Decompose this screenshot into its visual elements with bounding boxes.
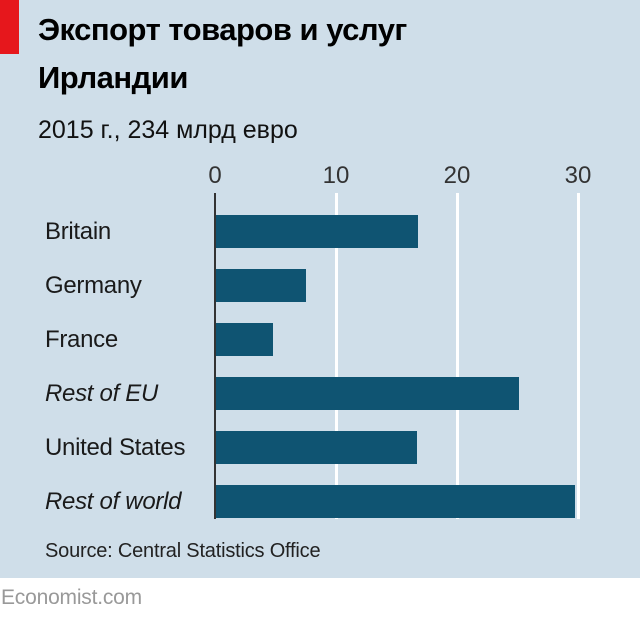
page-title: Экспорт товаров и услуг Ирландии [38,6,407,102]
x-axis-tick-label: 0 [208,162,222,189]
gridline [576,193,580,519]
category-label: Rest of world [45,488,182,515]
category-label: France [45,326,118,353]
category-label: United States [45,434,186,461]
bar-rest-of-eu [216,377,519,410]
gridline [455,193,459,519]
category-label: Germany [45,272,142,299]
x-axis-tick-label: 30 [564,162,592,189]
economist-link[interactable]: Economist.com [1,586,142,609]
red-accent-tab [0,0,19,54]
x-axis-tick-label: 10 [322,162,350,189]
category-label: Britain [45,218,111,245]
chart-subtitle: 2015 г., 234 млрд евро [38,116,298,144]
bar-britain [216,215,419,248]
title-line-1: Экспорт товаров и услуг [38,12,407,47]
title-line-2: Ирландии [38,60,188,95]
bar-germany [216,269,306,302]
x-axis-tick-label: 20 [443,162,471,189]
y-axis-line [214,193,216,519]
footer-bar: Economist.com [0,578,640,620]
gridline [334,193,338,519]
source-note: Source: Central Statistics Office [45,540,321,562]
category-label: Rest of EU [45,380,159,407]
bar-france [216,323,273,356]
bar-rest-of-world [216,485,576,518]
chart-panel: Экспорт товаров и услуг Ирландии 2015 г.,… [0,0,640,578]
bar-united-states [216,431,417,464]
bar-chart: 0 10 20 30 Britain Germany France Rest of EU Uni… [45,162,592,519]
